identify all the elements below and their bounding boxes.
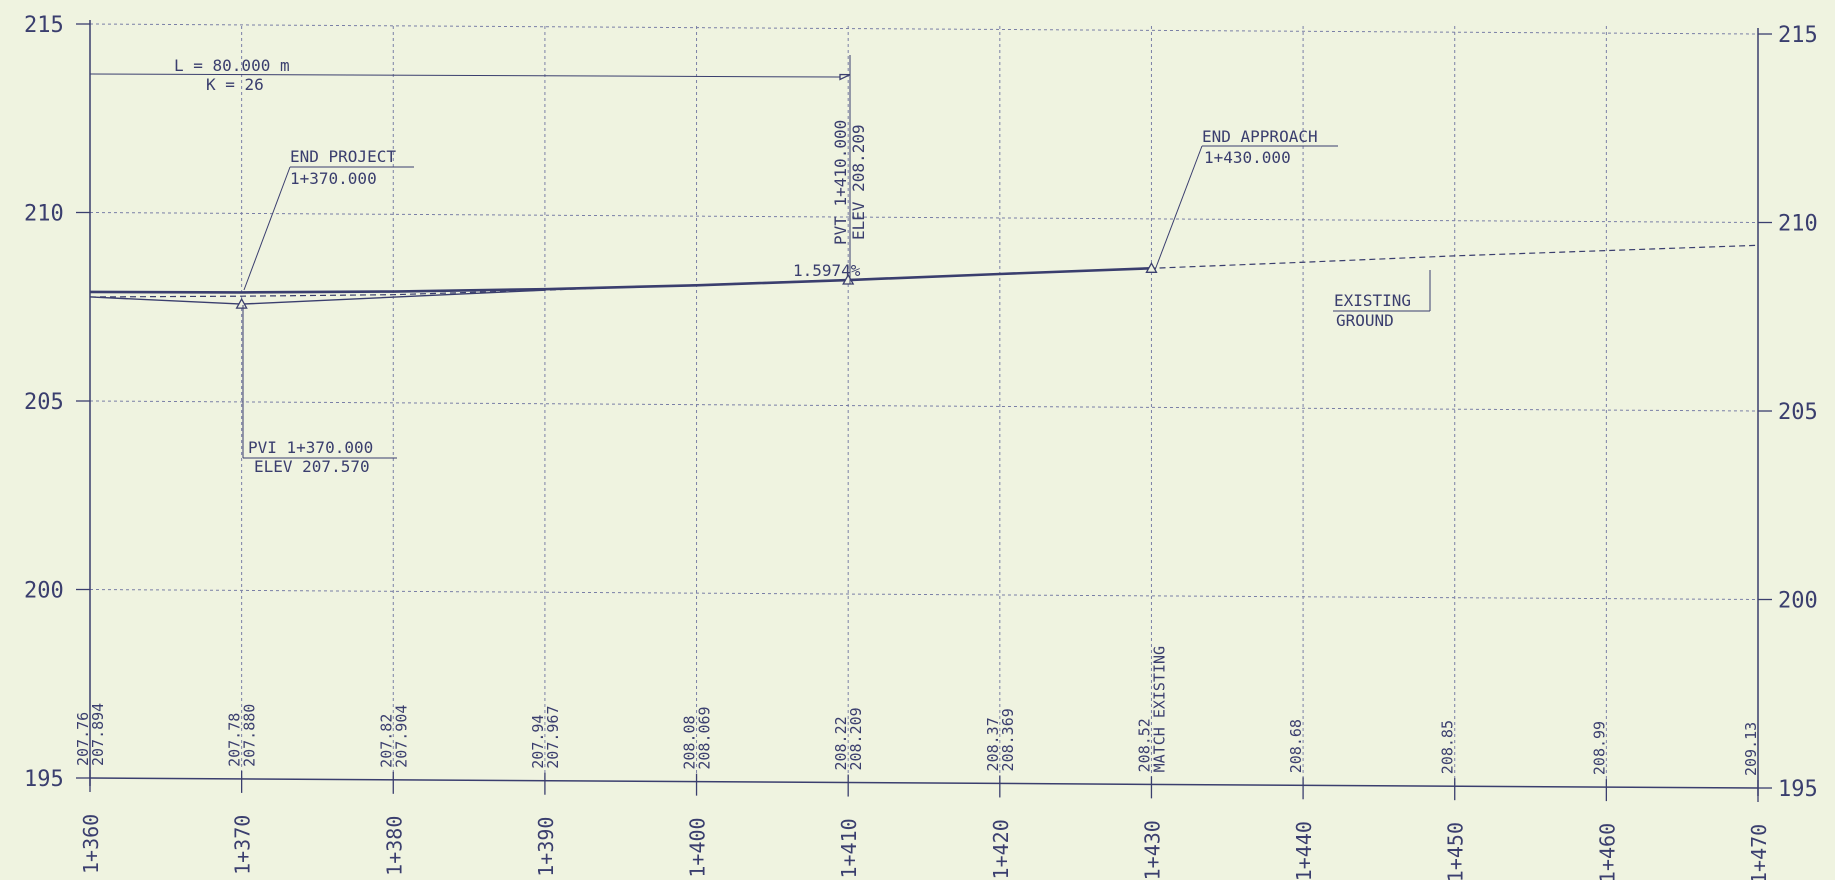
grade-label: 1.5974%: [793, 261, 861, 280]
station-label: 1+380: [382, 816, 406, 876]
right-elev-label: 205: [1778, 400, 1818, 425]
left-elev-label: 195: [24, 767, 64, 792]
design-elev-reading: 208.069: [696, 706, 714, 769]
right-elev-label: 200: [1778, 589, 1818, 614]
left-elev-label: 200: [24, 579, 64, 604]
end-project-annotation: END PROJECT 1+370.000: [244, 147, 414, 290]
left-elev-label: 210: [24, 202, 64, 227]
k-value-label: K = 26: [206, 75, 264, 94]
station-label: 1+400: [686, 817, 710, 877]
station-label: 1+430: [1140, 820, 1164, 880]
pvi-station: PVI 1+370.000: [248, 438, 373, 457]
end-approach-title: END APPROACH: [1202, 127, 1318, 146]
elev-gridline: [90, 590, 1758, 600]
end-approach-annotation: END APPROACH 1+430.000: [1155, 127, 1338, 270]
end-approach-leader: [1155, 146, 1202, 270]
station-label: 1+370: [231, 815, 255, 875]
design-elev-reading: 207.967: [544, 706, 562, 769]
curve-length-annotation: L = 80.000 m K = 26: [90, 56, 850, 94]
existing-ground-annotation: EXISTING GROUND: [1333, 270, 1430, 330]
pvi-elev: ELEV 207.570: [254, 457, 370, 476]
annotation-layer: L = 80.000 m K = 26 END PROJECT 1+370.00…: [90, 55, 1430, 476]
curve-length-arrow: [90, 74, 840, 77]
end-project-title: END PROJECT: [290, 147, 396, 166]
existing-ground-label-1: EXISTING: [1334, 291, 1411, 310]
curve-length-label: L = 80.000 m: [174, 56, 290, 75]
baseline: [90, 778, 1758, 788]
design-elev-reading: 207.894: [89, 703, 107, 766]
design-elev-reading: 207.880: [241, 704, 259, 767]
station-label: 1+410: [837, 818, 861, 878]
station-label: 1+440: [1292, 821, 1316, 880]
right-elev-label: 195: [1778, 777, 1818, 802]
station-label: 1+470: [1747, 824, 1771, 880]
ground-elev-reading: 208.68: [1287, 719, 1305, 773]
end-approach-station: 1+430.000: [1204, 148, 1291, 167]
station-label: 1+460: [1595, 823, 1619, 880]
pvi-annotation: PVI 1+370.000 ELEV 207.570: [243, 305, 397, 476]
design-elev-reading: MATCH EXISTING: [1150, 646, 1168, 772]
pvt-annotation: PVT 1+410.000 ELEV 208.209 1.5974%: [793, 55, 868, 284]
end-project-station: 1+370.000: [290, 169, 377, 188]
design-elev-reading: 207.904: [392, 705, 410, 768]
left-elev-label: 215: [24, 13, 64, 38]
existing-ground-line: [90, 245, 1758, 297]
pvt-station: PVT 1+410.000: [831, 120, 850, 245]
station-label: 1+360: [79, 814, 103, 874]
grid-layer: [90, 24, 1758, 787]
right-elev-label: 210: [1778, 212, 1818, 237]
station-label: 1+390: [534, 817, 558, 877]
station-label: 1+420: [989, 819, 1013, 879]
design-elev-reading: 208.369: [999, 708, 1017, 771]
ground-elev-reading: 208.85: [1439, 720, 1457, 774]
pvt-elev: ELEV 208.209: [849, 124, 868, 240]
existing-ground-label-2: GROUND: [1336, 311, 1394, 330]
design-profile-line: [90, 268, 1151, 292]
ground-elev-reading: 209.13: [1742, 722, 1760, 776]
right-elev-label: 215: [1778, 23, 1818, 48]
end-project-leader: [244, 167, 290, 290]
profile-lines: [90, 245, 1758, 308]
elev-gridline: [90, 213, 1758, 223]
elev-gridline: [90, 24, 1758, 34]
station-label: 1+450: [1444, 822, 1468, 880]
left-elev-label: 205: [24, 390, 64, 415]
ground-elev-reading: 208.99: [1590, 721, 1608, 775]
design-elev-reading: 208.209: [847, 707, 865, 770]
elev-gridline: [90, 401, 1758, 411]
